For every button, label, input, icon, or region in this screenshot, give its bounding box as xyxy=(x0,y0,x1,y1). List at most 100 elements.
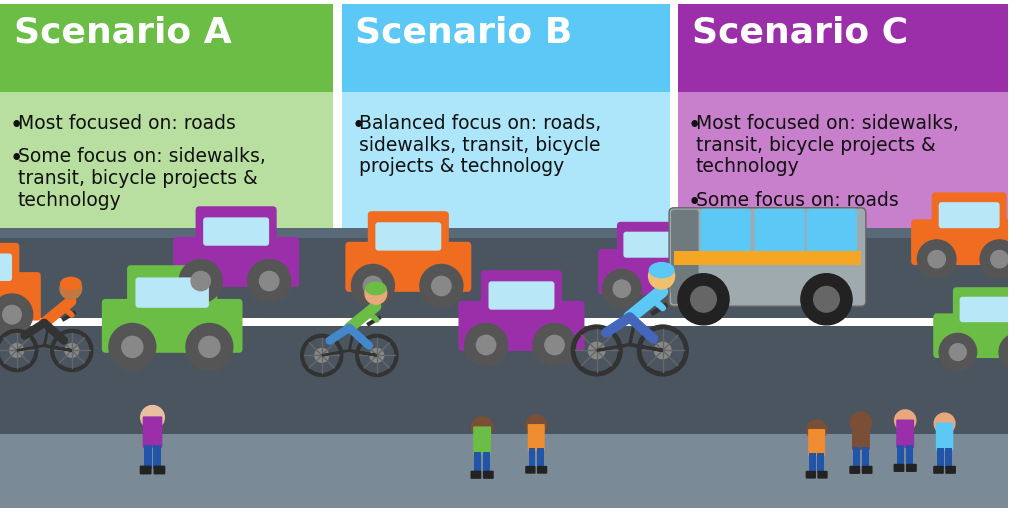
Bar xyxy=(0,228,1008,508)
FancyBboxPatch shape xyxy=(376,222,441,251)
Text: Balanced focus on: roads,: Balanced focus on: roads, xyxy=(359,114,601,133)
Text: Some focus on: sidewalks,: Some focus on: sidewalks, xyxy=(17,147,265,166)
Circle shape xyxy=(999,333,1024,371)
Circle shape xyxy=(3,305,22,324)
Bar xyxy=(0,92,334,228)
FancyBboxPatch shape xyxy=(896,419,914,448)
Circle shape xyxy=(671,280,687,297)
Circle shape xyxy=(654,342,671,359)
FancyBboxPatch shape xyxy=(853,447,860,468)
FancyBboxPatch shape xyxy=(852,421,869,450)
FancyBboxPatch shape xyxy=(459,301,585,351)
Text: •: • xyxy=(688,114,701,137)
FancyBboxPatch shape xyxy=(154,465,165,475)
Circle shape xyxy=(928,250,945,268)
FancyBboxPatch shape xyxy=(624,231,679,258)
FancyBboxPatch shape xyxy=(203,218,269,246)
FancyBboxPatch shape xyxy=(345,242,471,292)
Circle shape xyxy=(801,274,852,325)
FancyBboxPatch shape xyxy=(135,278,209,308)
FancyBboxPatch shape xyxy=(537,449,544,468)
Circle shape xyxy=(432,276,451,295)
Circle shape xyxy=(934,413,955,434)
Circle shape xyxy=(526,415,546,435)
FancyBboxPatch shape xyxy=(937,448,944,468)
FancyBboxPatch shape xyxy=(807,209,857,252)
Circle shape xyxy=(248,260,291,303)
Text: Most focused on: roads: Most focused on: roads xyxy=(17,114,236,133)
Bar xyxy=(342,4,670,92)
Text: •: • xyxy=(688,190,701,214)
FancyBboxPatch shape xyxy=(945,466,956,474)
FancyBboxPatch shape xyxy=(809,453,816,474)
Circle shape xyxy=(259,271,279,291)
Text: •: • xyxy=(351,114,365,137)
Text: technology: technology xyxy=(17,190,122,210)
Bar xyxy=(0,434,1008,508)
FancyBboxPatch shape xyxy=(806,471,816,479)
FancyBboxPatch shape xyxy=(598,249,705,294)
Circle shape xyxy=(191,271,210,291)
FancyBboxPatch shape xyxy=(139,465,152,475)
Bar xyxy=(0,4,334,92)
FancyBboxPatch shape xyxy=(483,452,490,474)
FancyBboxPatch shape xyxy=(0,253,12,281)
FancyBboxPatch shape xyxy=(488,281,554,310)
FancyBboxPatch shape xyxy=(945,448,952,468)
Circle shape xyxy=(10,344,24,357)
Bar xyxy=(0,318,1008,326)
Circle shape xyxy=(589,342,605,359)
FancyBboxPatch shape xyxy=(0,243,19,284)
FancyBboxPatch shape xyxy=(849,466,860,474)
FancyBboxPatch shape xyxy=(808,429,825,456)
Text: transit, bicycle projects &: transit, bicycle projects & xyxy=(17,169,257,188)
FancyBboxPatch shape xyxy=(817,471,827,479)
Circle shape xyxy=(602,269,641,308)
Text: sidewalks, transit, bicycle: sidewalks, transit, bicycle xyxy=(359,136,601,155)
Text: Most focused on: sidewalks,: Most focused on: sidewalks, xyxy=(695,114,958,133)
FancyBboxPatch shape xyxy=(481,270,562,313)
Circle shape xyxy=(60,278,82,300)
Ellipse shape xyxy=(648,262,675,279)
Circle shape xyxy=(850,412,871,433)
Text: •: • xyxy=(10,114,24,137)
Circle shape xyxy=(65,344,79,357)
FancyBboxPatch shape xyxy=(537,466,547,474)
FancyBboxPatch shape xyxy=(932,193,1007,231)
FancyBboxPatch shape xyxy=(525,466,536,474)
FancyBboxPatch shape xyxy=(368,211,449,253)
FancyBboxPatch shape xyxy=(528,449,536,468)
Text: projects & technology: projects & technology xyxy=(359,157,564,176)
FancyBboxPatch shape xyxy=(862,466,872,474)
Circle shape xyxy=(980,240,1019,279)
Circle shape xyxy=(1010,344,1024,360)
Circle shape xyxy=(534,324,577,367)
FancyBboxPatch shape xyxy=(474,452,481,474)
Circle shape xyxy=(471,417,493,438)
Circle shape xyxy=(314,349,329,362)
Circle shape xyxy=(691,287,717,312)
FancyBboxPatch shape xyxy=(897,445,904,466)
FancyBboxPatch shape xyxy=(936,422,953,451)
Circle shape xyxy=(109,324,156,370)
FancyBboxPatch shape xyxy=(154,445,162,468)
FancyBboxPatch shape xyxy=(817,453,824,474)
Text: technology: technology xyxy=(695,157,800,176)
Bar xyxy=(0,238,1008,449)
Bar xyxy=(342,92,670,228)
Circle shape xyxy=(420,265,463,307)
Circle shape xyxy=(199,336,220,357)
Circle shape xyxy=(476,335,496,355)
Bar xyxy=(674,251,861,265)
FancyBboxPatch shape xyxy=(669,208,866,306)
Circle shape xyxy=(0,294,33,335)
Circle shape xyxy=(351,265,394,307)
Text: Scenario A: Scenario A xyxy=(13,16,231,50)
FancyBboxPatch shape xyxy=(700,209,751,252)
Circle shape xyxy=(814,287,840,312)
FancyBboxPatch shape xyxy=(933,466,944,474)
FancyBboxPatch shape xyxy=(933,313,1024,358)
Bar xyxy=(678,4,1008,92)
FancyBboxPatch shape xyxy=(862,447,869,468)
Circle shape xyxy=(613,280,631,297)
